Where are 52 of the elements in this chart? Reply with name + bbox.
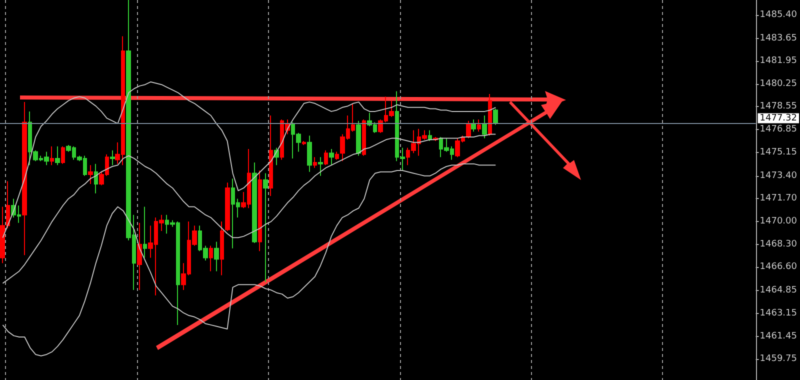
candlestick <box>143 206 147 258</box>
candlestick <box>263 172 268 282</box>
candlestick <box>324 150 328 166</box>
candlestick <box>482 114 487 139</box>
y-tick-label: 1478.55 <box>760 102 797 112</box>
candlestick <box>269 114 273 197</box>
y-tick-label: 1459.75 <box>760 354 797 364</box>
line-series <box>2 163 496 356</box>
candlestick <box>50 146 54 166</box>
y-tick-label: 1480.25 <box>760 78 797 89</box>
candlestick <box>88 164 93 184</box>
y-tick-label: 1466.60 <box>760 262 798 272</box>
y-tick-label: 1473.40 <box>760 170 798 181</box>
candlestick <box>258 170 262 252</box>
candlestick <box>313 156 317 168</box>
candlestick <box>307 135 312 172</box>
ref-line-label: 1477.32 <box>760 113 797 124</box>
y-tick-label: 1483.65 <box>760 33 797 44</box>
y-tick-label: 1475.15 <box>760 147 797 158</box>
candlestick <box>61 146 65 164</box>
y-tick-label: 1470.00 <box>760 216 798 227</box>
candlestick <box>428 130 432 142</box>
candlestick <box>362 119 366 156</box>
y-tick-label: 1463.15 <box>760 308 797 319</box>
y-tick-label: 1471.70 <box>760 194 798 204</box>
candlestick <box>94 163 98 194</box>
candlestick <box>477 119 481 132</box>
candlestick <box>252 162 257 244</box>
candlestick <box>471 119 476 132</box>
line-series <box>2 134 496 284</box>
line-series <box>2 81 496 238</box>
y-tick-label: 1485.40 <box>760 10 798 20</box>
candlestick <box>318 156 323 176</box>
candlestick <box>22 102 27 256</box>
candlestick <box>220 221 224 276</box>
candlestick <box>302 140 306 146</box>
candlestick <box>493 108 498 126</box>
y-tick-label: 1468.30 <box>760 239 798 250</box>
candlestick <box>214 241 219 272</box>
candlestick <box>209 245 213 272</box>
y-tick-label: 1476.85 <box>760 124 797 135</box>
candlestick <box>329 148 334 166</box>
candlestick <box>110 150 115 166</box>
candlestick <box>356 120 361 156</box>
candlestick <box>55 146 60 166</box>
y-tick-label: 1461.45 <box>760 331 797 342</box>
candlestick <box>137 222 142 291</box>
y-tick-label: 1464.85 <box>760 286 797 296</box>
candlestick <box>225 182 230 232</box>
y-tick-label: 1481.95 <box>760 56 797 66</box>
candlestick <box>488 93 492 136</box>
candlestick <box>335 151 339 160</box>
